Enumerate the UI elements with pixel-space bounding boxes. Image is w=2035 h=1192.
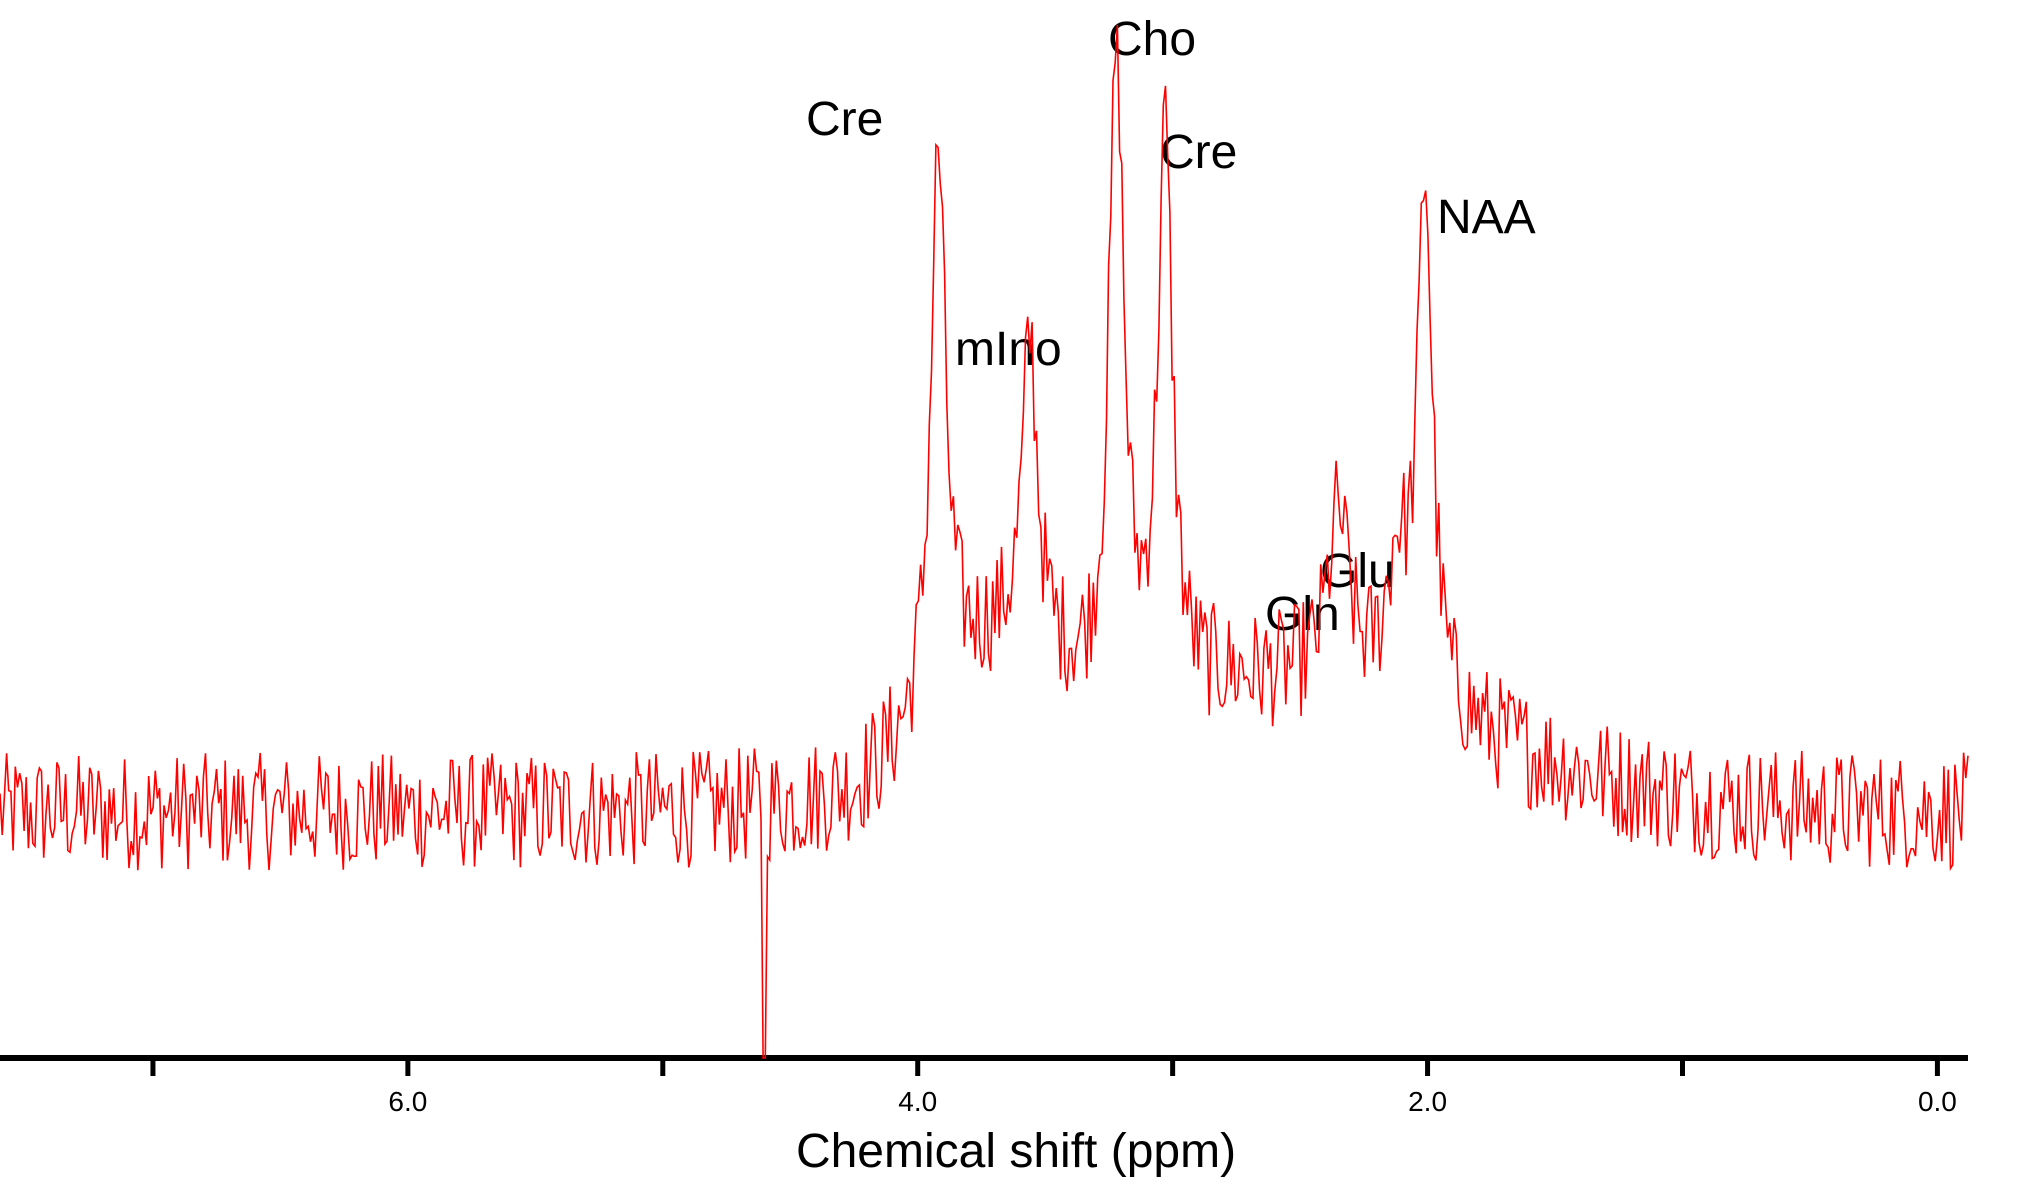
spectrum-line xyxy=(0,24,1969,1059)
x-tick-label: 6.0 xyxy=(388,1086,427,1117)
peak-label-mino: mIno xyxy=(955,323,1062,376)
peak-label-cre-1: Cre xyxy=(806,93,883,146)
peak-label-cho: Cho xyxy=(1108,13,1196,66)
x-axis-title: Chemical shift (ppm) xyxy=(796,1125,1236,1178)
x-tick-label: 4.0 xyxy=(898,1086,937,1117)
x-tick-labels: 6.0 4.0 2.0 0.0 xyxy=(388,1086,1956,1117)
x-tick-label: 2.0 xyxy=(1408,1086,1447,1117)
peak-label-cre-2: Cre xyxy=(1160,126,1237,179)
x-tick-label: 0.0 xyxy=(1918,1086,1957,1117)
peak-label-naa: NAA xyxy=(1437,191,1536,244)
